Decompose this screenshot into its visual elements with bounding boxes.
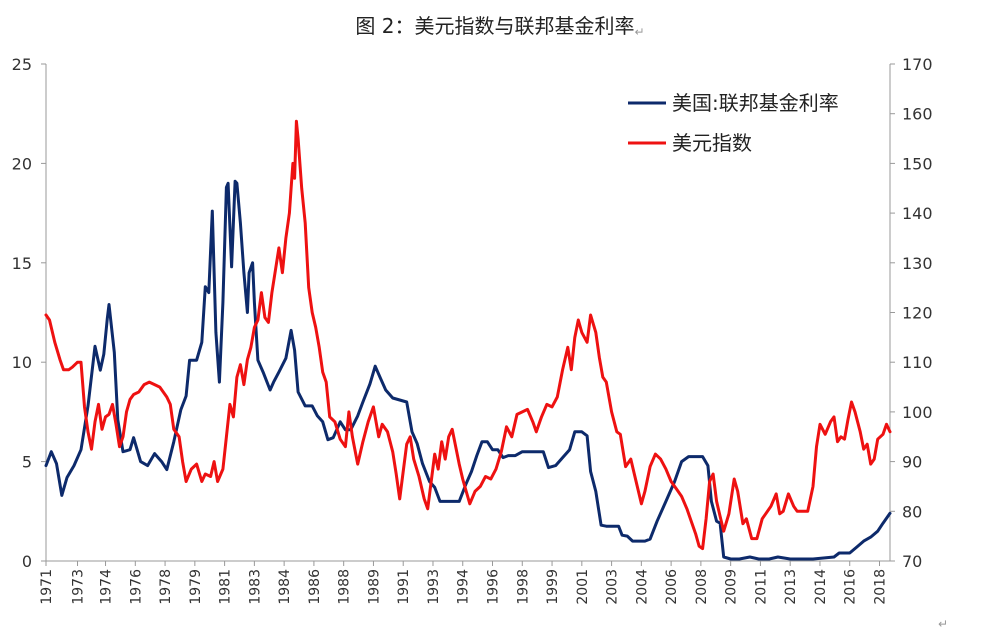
series-line-fed-funds-rate	[44, 179, 892, 561]
x-axis-tick-label: 1994	[456, 569, 472, 605]
left-axis-tick-label: 5	[22, 453, 32, 472]
x-axis-tick-label: 2014	[813, 569, 829, 605]
right-axis-tick-label: 110	[902, 353, 933, 372]
x-axis-tick-label: 1973	[71, 569, 87, 605]
x-axis-tick-label: 1974	[99, 569, 115, 605]
right-axis-tick-label: 100	[902, 403, 933, 422]
right-axis-tick-label: 150	[902, 154, 933, 173]
x-axis-tick-label: 1984	[277, 569, 293, 605]
left-axis-tick-label: 20	[12, 154, 32, 173]
x-axis-tick-label: 1976	[128, 569, 144, 605]
x-axis-tick-label: 2011	[753, 569, 769, 605]
x-axis-tick-label: 2003	[605, 569, 621, 605]
x-axis-tick-label: 1991	[396, 569, 412, 605]
x-axis-tick-label: 2008	[694, 569, 710, 605]
x-axis-tick-label: 2009	[724, 569, 740, 605]
x-axis-tick-label: 2004	[634, 569, 650, 605]
chart-title: 图 2：美元指数与联邦基金利率↵	[0, 10, 1000, 39]
x-axis-tick-label: 2013	[783, 569, 799, 605]
right-axis-tick-label: 90	[902, 453, 922, 472]
legend-label-dollar-index: 美元指数	[672, 131, 752, 155]
x-axis-tick-label: 1978	[158, 569, 174, 605]
right-axis-tick-label: 70	[902, 552, 922, 571]
legend-label-fed-funds-rate: 美国:联邦基金利率	[672, 91, 839, 115]
right-axis-tick-label: 80	[902, 502, 922, 521]
left-axis-tick-label: 0	[22, 552, 32, 571]
right-axis-tick-label: 140	[902, 204, 933, 223]
left-axis-tick-label: 25	[12, 55, 32, 74]
paragraph-mark-icon: ↵	[634, 25, 645, 39]
right-axis-tick-label: 130	[902, 254, 933, 273]
x-axis-tick-label: 1983	[247, 569, 263, 605]
x-axis-tick-label: 1981	[218, 569, 234, 605]
x-axis-tick-label: 1988	[337, 569, 353, 605]
x-axis-tick-label: 2016	[843, 569, 859, 605]
chart-title-text: 图 2：美元指数与联邦基金利率	[355, 14, 635, 38]
x-axis-tick-label: 1986	[307, 569, 323, 605]
right-axis-tick-label: 160	[902, 105, 933, 124]
x-axis-tick-label: 2001	[575, 569, 591, 605]
series-line-dollar-index	[44, 119, 892, 551]
x-axis-tick-label: 1999	[545, 569, 561, 605]
axes-layer: 0 5 10 15 20 25 70 80 90 100 110 120 130 140 150 160 170…	[12, 55, 933, 605]
x-axis-tick-label: 1996	[486, 569, 502, 605]
x-axis-tick-label: 2018	[872, 569, 888, 605]
x-axis-tick-label: 2006	[664, 569, 680, 605]
x-axis-tick-label: 1998	[515, 569, 531, 605]
x-axis-tick-label: 1989	[366, 569, 382, 605]
x-axis-tick-label: 1993	[426, 569, 442, 605]
x-axis-tick-label: 1971	[39, 569, 55, 605]
series-layer	[44, 119, 892, 561]
left-axis-tick-label: 10	[12, 353, 32, 372]
left-axis-tick-label: 15	[12, 254, 32, 273]
right-axis-tick-label: 170	[902, 55, 933, 74]
x-axis-tick-label: 1979	[188, 569, 204, 605]
right-axis-tick-label: 120	[902, 304, 933, 323]
paragraph-mark-icon: ↵	[938, 617, 949, 631]
